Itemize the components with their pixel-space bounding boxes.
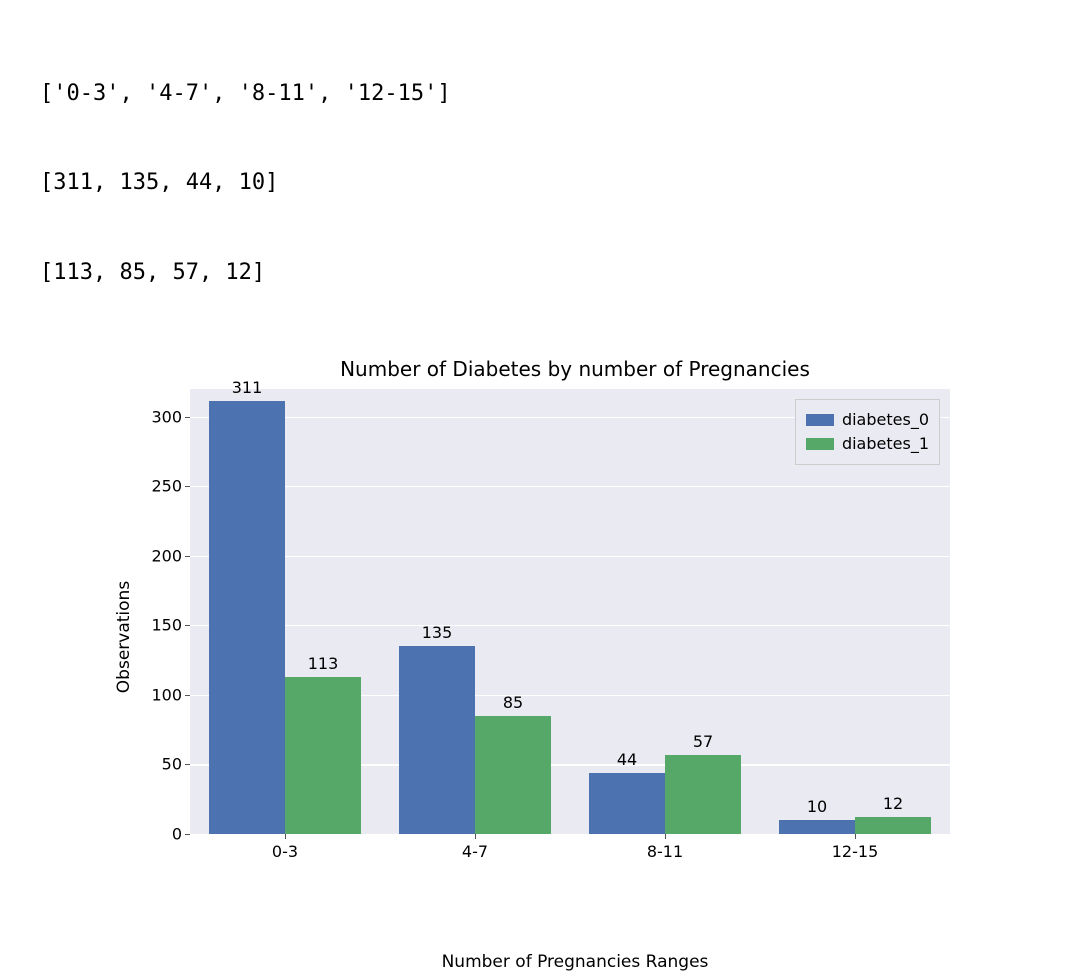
code-line: ['0-3', '4-7', '8-11', '12-15'] bbox=[40, 79, 1028, 109]
bar: 311 bbox=[209, 401, 285, 833]
bar-value-label: 44 bbox=[617, 750, 637, 769]
y-tick-mark bbox=[185, 834, 190, 835]
gridline bbox=[190, 486, 950, 487]
y-tick-label: 100 bbox=[151, 685, 182, 704]
chart-container: Number of Diabetes by number of Pregnanc… bbox=[110, 357, 980, 917]
legend-item: diabetes_0 bbox=[806, 408, 929, 432]
x-tick-label: 4-7 bbox=[462, 842, 488, 861]
y-tick-label: 0 bbox=[172, 824, 182, 843]
code-output: ['0-3', '4-7', '8-11', '12-15'] [311, 13… bbox=[40, 20, 1028, 317]
x-axis-label: Number of Pregnancies Ranges bbox=[110, 952, 980, 972]
x-tick-mark bbox=[665, 834, 666, 839]
gridline bbox=[190, 625, 950, 626]
y-tick-mark bbox=[185, 417, 190, 418]
legend-label: diabetes_1 bbox=[842, 432, 929, 456]
legend: diabetes_0diabetes_1 bbox=[795, 399, 940, 465]
legend-item: diabetes_1 bbox=[806, 432, 929, 456]
bar: 10 bbox=[779, 820, 855, 834]
bar: 57 bbox=[665, 755, 741, 834]
code-line: [311, 135, 44, 10] bbox=[40, 168, 1028, 198]
bar: 113 bbox=[285, 677, 361, 834]
y-tick-label: 150 bbox=[151, 616, 182, 635]
bar: 44 bbox=[589, 773, 665, 834]
x-tick-mark bbox=[475, 834, 476, 839]
bar-value-label: 135 bbox=[422, 623, 453, 642]
legend-swatch bbox=[806, 438, 834, 450]
x-tick-label: 0-3 bbox=[272, 842, 298, 861]
gridline bbox=[190, 556, 950, 557]
y-tick-label: 300 bbox=[151, 407, 182, 426]
bar: 85 bbox=[475, 716, 551, 834]
x-tick-label: 8-11 bbox=[647, 842, 683, 861]
y-tick-label: 50 bbox=[162, 755, 182, 774]
y-tick-mark bbox=[185, 486, 190, 487]
y-axis-label: Observations bbox=[114, 581, 134, 693]
x-tick-mark bbox=[285, 834, 286, 839]
bar-value-label: 85 bbox=[503, 693, 523, 712]
bar-value-label: 12 bbox=[883, 794, 903, 813]
bar-value-label: 10 bbox=[807, 797, 827, 816]
legend-label: diabetes_0 bbox=[842, 408, 929, 432]
legend-swatch bbox=[806, 414, 834, 426]
y-tick-mark bbox=[185, 556, 190, 557]
y-tick-label: 250 bbox=[151, 477, 182, 496]
bar-value-label: 113 bbox=[308, 654, 339, 673]
y-tick-mark bbox=[185, 764, 190, 765]
y-tick-label: 200 bbox=[151, 546, 182, 565]
bar: 135 bbox=[399, 646, 475, 834]
chart-title: Number of Diabetes by number of Pregnanc… bbox=[110, 357, 980, 381]
bar-value-label: 311 bbox=[232, 378, 263, 397]
y-tick-mark bbox=[185, 695, 190, 696]
x-tick-label: 12-15 bbox=[832, 842, 879, 861]
plot-area: 0501001502002503000-33111134-7135858-114… bbox=[190, 389, 950, 834]
y-tick-mark bbox=[185, 625, 190, 626]
bar-value-label: 57 bbox=[693, 732, 713, 751]
code-line: [113, 85, 57, 12] bbox=[40, 258, 1028, 288]
gridline bbox=[190, 834, 950, 835]
bar: 12 bbox=[855, 817, 931, 834]
x-tick-mark bbox=[855, 834, 856, 839]
